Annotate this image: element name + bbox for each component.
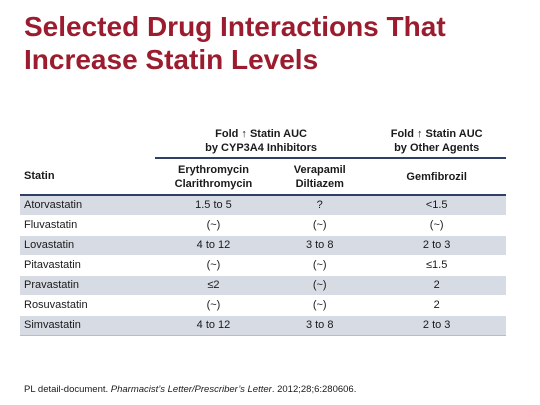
table-cell: 4 to 12 [154,315,273,336]
slide-title: Selected Drug Interactions That Increase… [24,10,524,76]
group-header-other-line-1: Fold ↑ Statin AUC [390,127,483,140]
table-cell: (~) [272,255,368,276]
group-header-other-line-2: by Other Agents [394,141,480,154]
table-row: Lovastatin 4 to 12 3 to 8 2 to 3 [20,235,506,256]
table-cell: 3 to 8 [272,315,368,336]
statin-name-cell: Lovastatin [20,235,155,256]
column-header-erythromycin: Erythromycin [178,163,249,176]
column-header-verapamil-diltiazem: Verapamil Diltiazem [272,158,368,196]
table-cell: 2 to 3 [367,315,506,336]
table-row: Pravastatin ≤2 (~) 2 [20,275,506,296]
slide-title-line-1: Selected Drug Interactions That [24,11,446,42]
group-header-other-agents: Fold ↑ Statin AUC by Other Agents [367,124,506,159]
statin-name-cell: Simvastatin [20,315,155,336]
statin-name-cell: Rosuvastatin [20,295,155,316]
citation-suffix: . 2012;28;6:280606. [271,384,357,395]
table-cell: <1.5 [367,195,506,216]
group-header-cyp3a4: Fold ↑ Statin AUC by CYP3A4 Inhibitors [154,124,368,159]
citation: PL detail-document. Pharmacist’s Letter/… [24,384,356,395]
table-cell: (~) [154,295,273,316]
table-cell: 4 to 12 [154,235,273,256]
citation-journal: Pharmacist’s Letter/Prescriber’s Letter [110,384,272,395]
statin-interaction-table: Fold ↑ Statin AUC by CYP3A4 Inhibitors F… [20,124,506,336]
table-cell: (~) [154,215,273,236]
table-cell: (~) [154,255,273,276]
table-row: Fluvastatin (~) (~) (~) [20,215,506,236]
table-row: Pitavastatin (~) (~) ≤1.5 [20,255,506,276]
group-header-cyp3a4-line-1: Fold ↑ Statin AUC [215,127,308,140]
column-header-diltiazem: Diltiazem [295,177,344,190]
citation-prefix: PL detail-document. [24,384,111,395]
column-header-erythromycin-clarithromycin: Erythromycin Clarithromycin [154,158,273,196]
table-cell: 1.5 to 5 [154,195,273,216]
column-header-gemfibrozil: Gemfibrozil [367,158,506,196]
statin-name-cell: Pitavastatin [20,255,155,276]
group-header-cyp3a4-line-2: by CYP3A4 Inhibitors [205,141,317,154]
table-cell: (~) [367,215,506,236]
table-cell: 2 [367,295,506,316]
table-row: Rosuvastatin (~) (~) 2 [20,295,506,316]
table-row: Atorvastatin 1.5 to 5 ? <1.5 [20,195,506,216]
table-cell: ? [272,195,368,216]
table-cell: (~) [272,275,368,296]
group-header-empty [20,124,155,158]
column-header-verapamil: Verapamil [293,163,346,176]
table-row: Simvastatin 4 to 12 3 to 8 2 to 3 [20,315,506,336]
table-cell: 2 [367,275,506,296]
table-column-header-row: Statin Erythromycin Clarithromycin Verap… [20,158,506,196]
table-cell: (~) [272,295,368,316]
table-cell: 2 to 3 [367,235,506,256]
table-group-header-row: Fold ↑ Statin AUC by CYP3A4 Inhibitors F… [20,124,506,159]
table-cell: (~) [272,215,368,236]
column-header-clarithromycin: Clarithromycin [174,177,253,190]
statin-name-cell: Fluvastatin [20,215,155,236]
statin-name-cell: Atorvastatin [20,195,155,216]
slide-title-line-2: Increase Statin Levels [24,44,319,75]
table-cell: ≤1.5 [367,255,506,276]
table-cell: 3 to 8 [272,235,368,256]
column-header-statin: Statin [20,158,155,196]
table-cell: ≤2 [154,275,273,296]
statin-name-cell: Pravastatin [20,275,155,296]
